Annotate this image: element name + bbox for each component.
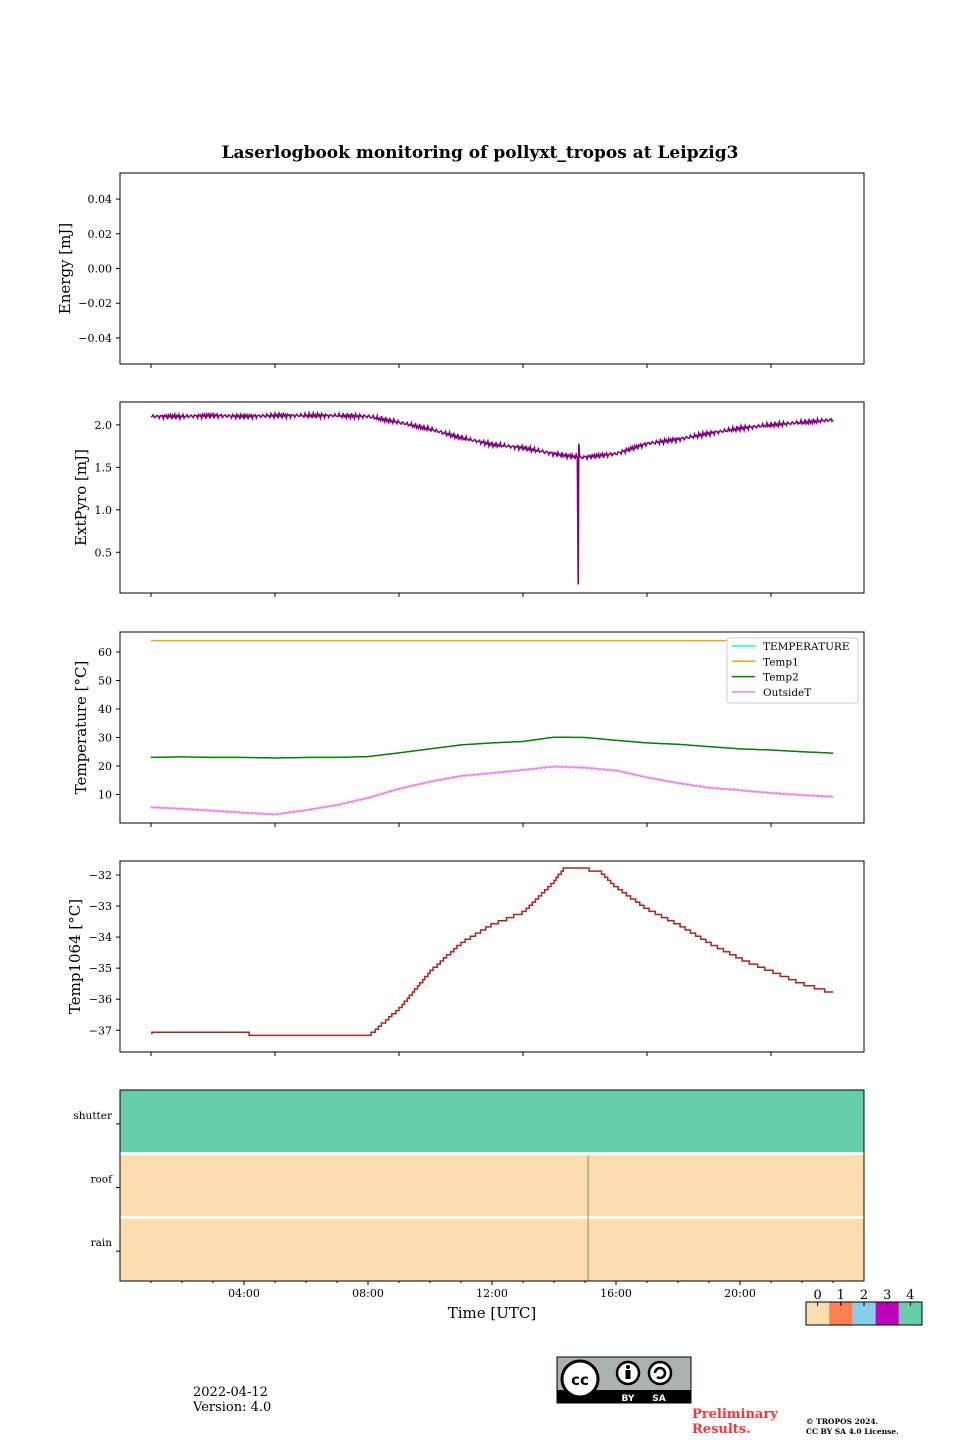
colorbar-swatch: [875, 1302, 899, 1325]
y-tick-label: 0.02: [88, 228, 113, 241]
panel-4: −32 −33 −34 −35 −36 −37 Temp1064 [°C]: [66, 860, 865, 1056]
y-tick-label: −36: [89, 993, 112, 1006]
x-tick-label: 08:00: [352, 1287, 384, 1300]
status-row-roof: [120, 1153, 864, 1218]
y-tick-label: 50: [98, 674, 112, 687]
y-tick-label: −33: [89, 900, 112, 913]
svg-text:BY: BY: [622, 1394, 635, 1404]
x-tick-label: 12:00: [476, 1287, 508, 1300]
series-line-temp2: [151, 736, 834, 759]
x-tick-label: 20:00: [724, 1287, 756, 1300]
preliminary-label: Preliminary: [692, 1407, 778, 1422]
colorbar-label: 1: [837, 1288, 845, 1303]
plot-frame: [119, 631, 865, 824]
colorbar-label: 4: [906, 1288, 914, 1303]
colorbar-frame: [805, 1301, 923, 1326]
row-label: shutter: [73, 1110, 113, 1122]
y-tick-label: 0.5: [95, 546, 113, 559]
y-tick-label: 2.0: [95, 419, 113, 432]
cc-license-badge: cc BY SA: [556, 1356, 692, 1404]
y-tick-label: 1.0: [95, 504, 113, 517]
status-row-rain: [120, 1217, 864, 1281]
legend-label: TEMPERATURE: [763, 641, 850, 653]
colorbar-label: 3: [883, 1288, 891, 1303]
y-tick-label: −37: [89, 1024, 112, 1037]
y-tick-label: −0.02: [78, 297, 112, 310]
plot-frame: [119, 401, 865, 594]
y-tick-label: 20: [98, 760, 112, 773]
series-line-extpyro: [150, 410, 834, 585]
version-label: Version: 4.0: [192, 1400, 271, 1415]
colorbar-swatch: [806, 1302, 830, 1325]
y-tick-label: 1.5: [95, 461, 113, 474]
y-tick-label: 30: [98, 731, 112, 744]
y-axis-label: ExtPyro [mJ]: [72, 449, 90, 546]
colorbar-label: 2: [860, 1288, 868, 1303]
y-tick-label: 40: [98, 703, 112, 716]
y-tick-label: 0.00: [88, 263, 113, 276]
y-tick-label: −34: [89, 931, 112, 944]
row-label: roof: [90, 1174, 113, 1186]
series-line-temp1064: [151, 867, 833, 1037]
colorbar-swatch: [829, 1302, 853, 1325]
y-tick-label: −35: [89, 962, 112, 975]
colorbar-swatch: [852, 1302, 876, 1325]
y-tick-label: −32: [89, 869, 112, 882]
legend-box: [726, 637, 859, 704]
svg-text:SA: SA: [652, 1394, 665, 1404]
status-panel: shutter roof rain 04:00 08:00 12:00 16:00 20:00…: [73, 1089, 865, 1322]
y-tick-label: 0.04: [88, 193, 113, 206]
x-axis-label: Time [UTC]: [448, 1304, 537, 1322]
status-row-shutter: [120, 1090, 864, 1154]
series-line-outsidet: [150, 764, 833, 817]
svg-text:cc: cc: [571, 1371, 589, 1389]
panel-1: 0.04 0.02 0.00 −0.02 −0.04 Energy [mJ]: [56, 172, 865, 368]
date-label: 2022-04-12: [193, 1385, 268, 1400]
legend-label: Temp1: [763, 656, 799, 668]
x-tick-label: 16:00: [600, 1287, 632, 1300]
results-label: Results.: [692, 1422, 751, 1437]
chart-title: Laserlogbook monitoring of pollyxt_tropo…: [222, 143, 739, 163]
copyright-label: © TROPOS 2024.: [806, 1417, 878, 1426]
colorbar-label: 0: [813, 1288, 821, 1303]
y-axis-label: Temp1064 [°C]: [66, 899, 84, 1014]
y-tick-label: 10: [98, 788, 112, 801]
row-label: rain: [91, 1237, 113, 1249]
legend-label: Temp2: [763, 672, 799, 684]
legend: TEMPERATURE Temp1 Temp2 OutsideT: [726, 637, 859, 704]
x-tick-label: 04:00: [228, 1287, 260, 1300]
plot-frame: [119, 172, 865, 365]
share-alike-icon: [647, 1360, 673, 1386]
y-tick-label: 60: [98, 646, 112, 659]
legend-label: OutsideT: [763, 687, 811, 699]
footer: 2022-04-12 Version: 4.0 cc BY SA Prelimi…: [192, 1356, 899, 1437]
y-tick-label: −0.04: [78, 332, 112, 345]
y-axis-label: Energy [mJ]: [56, 223, 74, 314]
colorbar-swatch: [898, 1302, 922, 1325]
plot-frame: [119, 860, 865, 1053]
cc-icon: [560, 1359, 600, 1399]
panel-2: 2.0 1.5 1.0 0.5 ExtPyro [mJ]: [72, 401, 865, 597]
y-axis-label: Temperature [°C]: [72, 661, 90, 795]
license-label: CC BY SA 4.0 License.: [806, 1427, 899, 1436]
